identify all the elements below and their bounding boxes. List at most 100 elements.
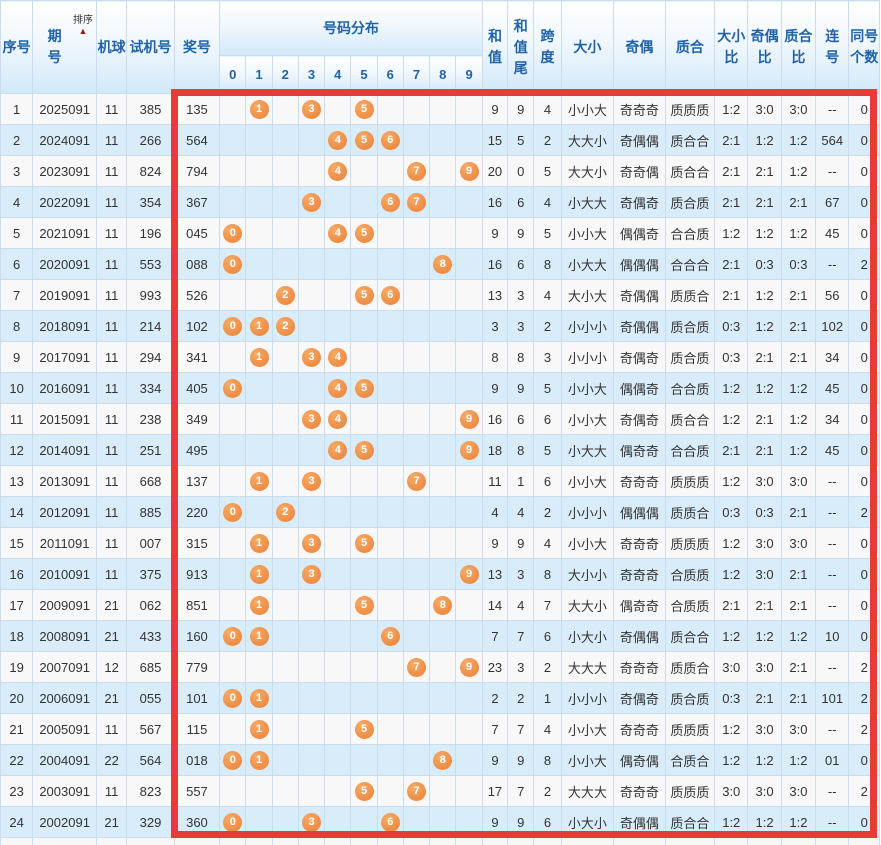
cell-dist-9 <box>456 94 482 125</box>
cell-dist-4 <box>325 466 351 497</box>
cell-dist-7: 7 <box>403 652 429 683</box>
cell-consecutive: 67 <box>816 187 849 218</box>
cell-dist-9 <box>456 373 482 404</box>
cell-dist-0 <box>220 280 246 311</box>
cell-parity: 奇偶奇 <box>614 404 666 435</box>
cell-size: 小大小 <box>561 621 614 652</box>
cell-machine: 21 <box>96 807 126 838</box>
cell-dist-3: 3 <box>298 807 324 838</box>
cell-consecutive: -- <box>816 466 849 497</box>
number-ball: 3 <box>302 348 321 367</box>
digit-header-5: 5 <box>351 56 377 94</box>
cell-dist-8 <box>430 94 456 125</box>
cell-parity: 奇奇奇 <box>614 559 666 590</box>
cell-period: 2007091 <box>33 652 97 683</box>
cell-dist-2 <box>272 776 298 807</box>
cell-sum-tail: 6 <box>508 249 534 280</box>
cell-test: 823 <box>127 776 174 807</box>
cell-period: 2020091 <box>33 249 97 280</box>
number-ball: 4 <box>328 224 347 243</box>
cell-seq: 4 <box>1 187 33 218</box>
cell-dist-3 <box>298 776 324 807</box>
cell-parity: 奇偶偶 <box>614 125 666 156</box>
cell-dist-1 <box>246 249 272 280</box>
cell-size-ratio: 2:1 <box>715 187 748 218</box>
cell-prize: 137 <box>174 466 219 497</box>
cell-dist-1: 1 <box>246 621 272 652</box>
cell-dist-1 <box>246 497 272 528</box>
cell-test: 385 <box>127 94 174 125</box>
cell-parity-ratio: 2:1 <box>748 435 781 466</box>
cell-sum-tail: 6 <box>508 187 534 218</box>
cell-dist-6 <box>377 249 403 280</box>
cell-prime-ratio: 2:1 <box>781 311 815 342</box>
cell-consecutive: -- <box>816 590 849 621</box>
cell-dist-4: 4 <box>325 156 351 187</box>
cell-dist-9 <box>456 621 482 652</box>
cell-prize: 405 <box>174 373 219 404</box>
col-header-prime-ratio: 质合 比 <box>781 1 815 94</box>
number-ball: 1 <box>250 627 269 646</box>
cell-period: 2011091 <box>33 528 97 559</box>
cell-prize: 851 <box>174 590 219 621</box>
number-ball: 6 <box>381 286 400 305</box>
number-ball: 7 <box>407 193 426 212</box>
cell-prime: 合质质 <box>665 559 714 590</box>
cell-dist-3: 3 <box>298 466 324 497</box>
cell-dist-3 <box>298 745 324 776</box>
number-ball: 1 <box>250 317 269 336</box>
cell-prime-ratio: 2:1 <box>781 652 815 683</box>
cell-sum: 16 <box>482 187 507 218</box>
cell-dist-2 <box>272 94 298 125</box>
cell-dist-9 <box>456 466 482 497</box>
cell-dist-4 <box>325 311 351 342</box>
cell-dist-0 <box>220 466 246 497</box>
cell-dist-7: 7 <box>403 156 429 187</box>
cell-empty <box>33 838 97 845</box>
cell-consecutive: -- <box>816 156 849 187</box>
cell-dist-4 <box>325 652 351 683</box>
col-header-span: 跨 度 <box>534 1 561 94</box>
number-ball: 3 <box>302 813 321 832</box>
cell-dist-5 <box>351 652 377 683</box>
cell-machine: 21 <box>96 590 126 621</box>
cell-empty <box>781 838 815 845</box>
cell-parity: 奇偶奇 <box>614 683 666 714</box>
cell-sum-tail: 7 <box>508 714 534 745</box>
cell-parity: 偶奇奇 <box>614 590 666 621</box>
cell-prime: 质合合 <box>665 807 714 838</box>
cell-period: 2018091 <box>33 311 97 342</box>
cell-sum-tail: 7 <box>508 776 534 807</box>
digit-header-3: 3 <box>298 56 324 94</box>
table-row: 6202009111553088081668小大大偶偶偶合合合2:10:30:3… <box>1 249 880 280</box>
cell-dist-2 <box>272 528 298 559</box>
cell-parity-ratio: 3:0 <box>748 776 781 807</box>
number-ball: 6 <box>381 193 400 212</box>
cell-sum-tail: 0 <box>508 156 534 187</box>
cell-parity-ratio: 3:0 <box>748 466 781 497</box>
digit-header-2: 2 <box>272 56 298 94</box>
cell-dist-3 <box>298 497 324 528</box>
cell-consecutive: -- <box>816 249 849 280</box>
cell-empty <box>246 838 272 845</box>
cell-dist-8 <box>430 466 456 497</box>
cell-size-ratio: 2:1 <box>715 125 748 156</box>
cell-dist-3: 3 <box>298 342 324 373</box>
cell-seq: 21 <box>1 714 33 745</box>
cell-seq: 10 <box>1 373 33 404</box>
cell-sum-tail: 9 <box>508 94 534 125</box>
cell-empty <box>534 838 561 845</box>
cell-period: 2024091 <box>33 125 97 156</box>
cell-sum-tail: 9 <box>508 528 534 559</box>
cell-prime: 质质合 <box>665 652 714 683</box>
cell-consecutive: -- <box>816 528 849 559</box>
cell-dist-3 <box>298 590 324 621</box>
cell-dist-4 <box>325 559 351 590</box>
cell-empty <box>816 838 849 845</box>
cell-sum: 17 <box>482 776 507 807</box>
cell-dist-7: 7 <box>403 776 429 807</box>
cell-dist-4: 4 <box>325 435 351 466</box>
sort-control[interactable]: 排序 ▲ <box>73 15 93 36</box>
cell-dist-6: 6 <box>377 807 403 838</box>
number-ball: 4 <box>328 162 347 181</box>
